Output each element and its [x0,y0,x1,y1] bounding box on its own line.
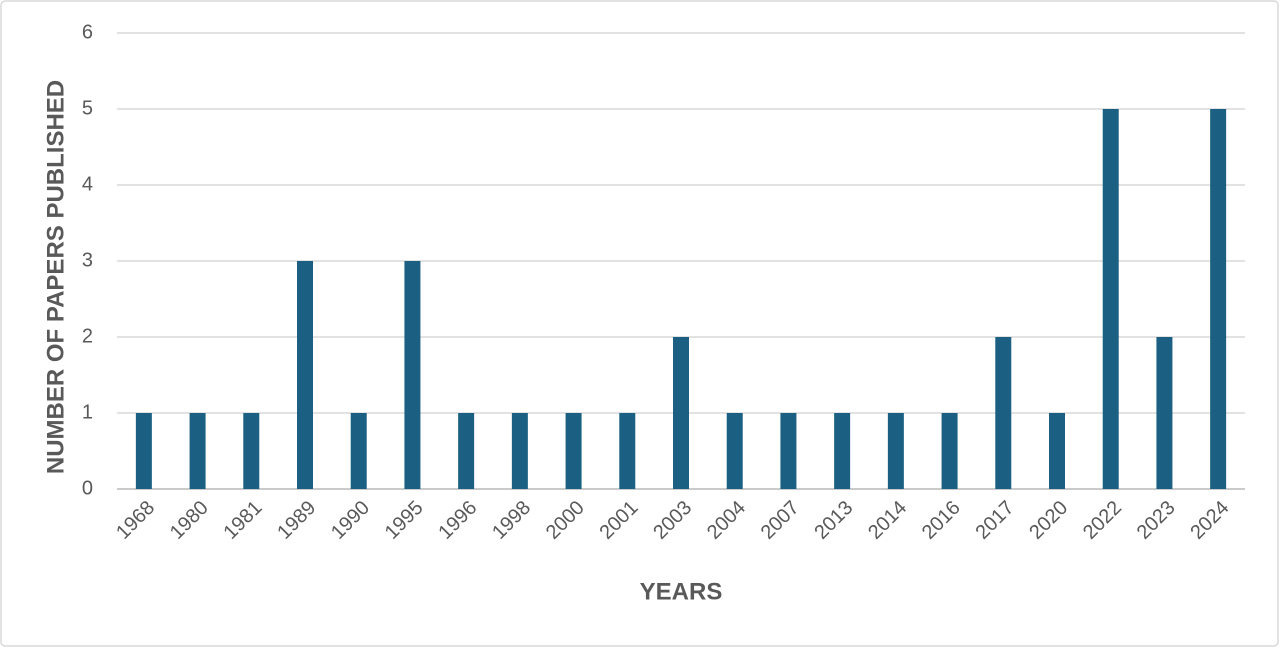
bar [565,413,582,489]
y-tick-label: 1 [82,401,93,423]
bar [1049,413,1065,489]
y-axis-title: NUMBER OF PAPERS PUBLISHED [42,80,69,474]
bar [243,413,260,489]
y-tick-label: 0 [82,477,93,499]
x-axis-title: YEARS [640,578,723,605]
bar [780,413,797,489]
bar [1102,109,1119,489]
bar [834,413,851,489]
bar [458,413,475,489]
bar [887,413,904,489]
y-tick-label: 6 [82,21,93,43]
bar [189,413,206,489]
bar [726,413,743,489]
bar [297,261,313,489]
bar [673,337,689,489]
y-tick-label: 4 [82,173,93,195]
bar [1210,109,1227,489]
bar [995,337,1012,489]
bar [619,413,636,489]
bar [511,413,528,489]
bar [404,261,421,489]
bar [350,413,367,489]
y-tick-label: 5 [82,97,93,119]
y-tick-label: 3 [82,249,93,271]
bar [941,413,958,489]
y-tick-label: 2 [82,325,93,347]
bar [1156,337,1173,489]
bar [135,413,152,489]
